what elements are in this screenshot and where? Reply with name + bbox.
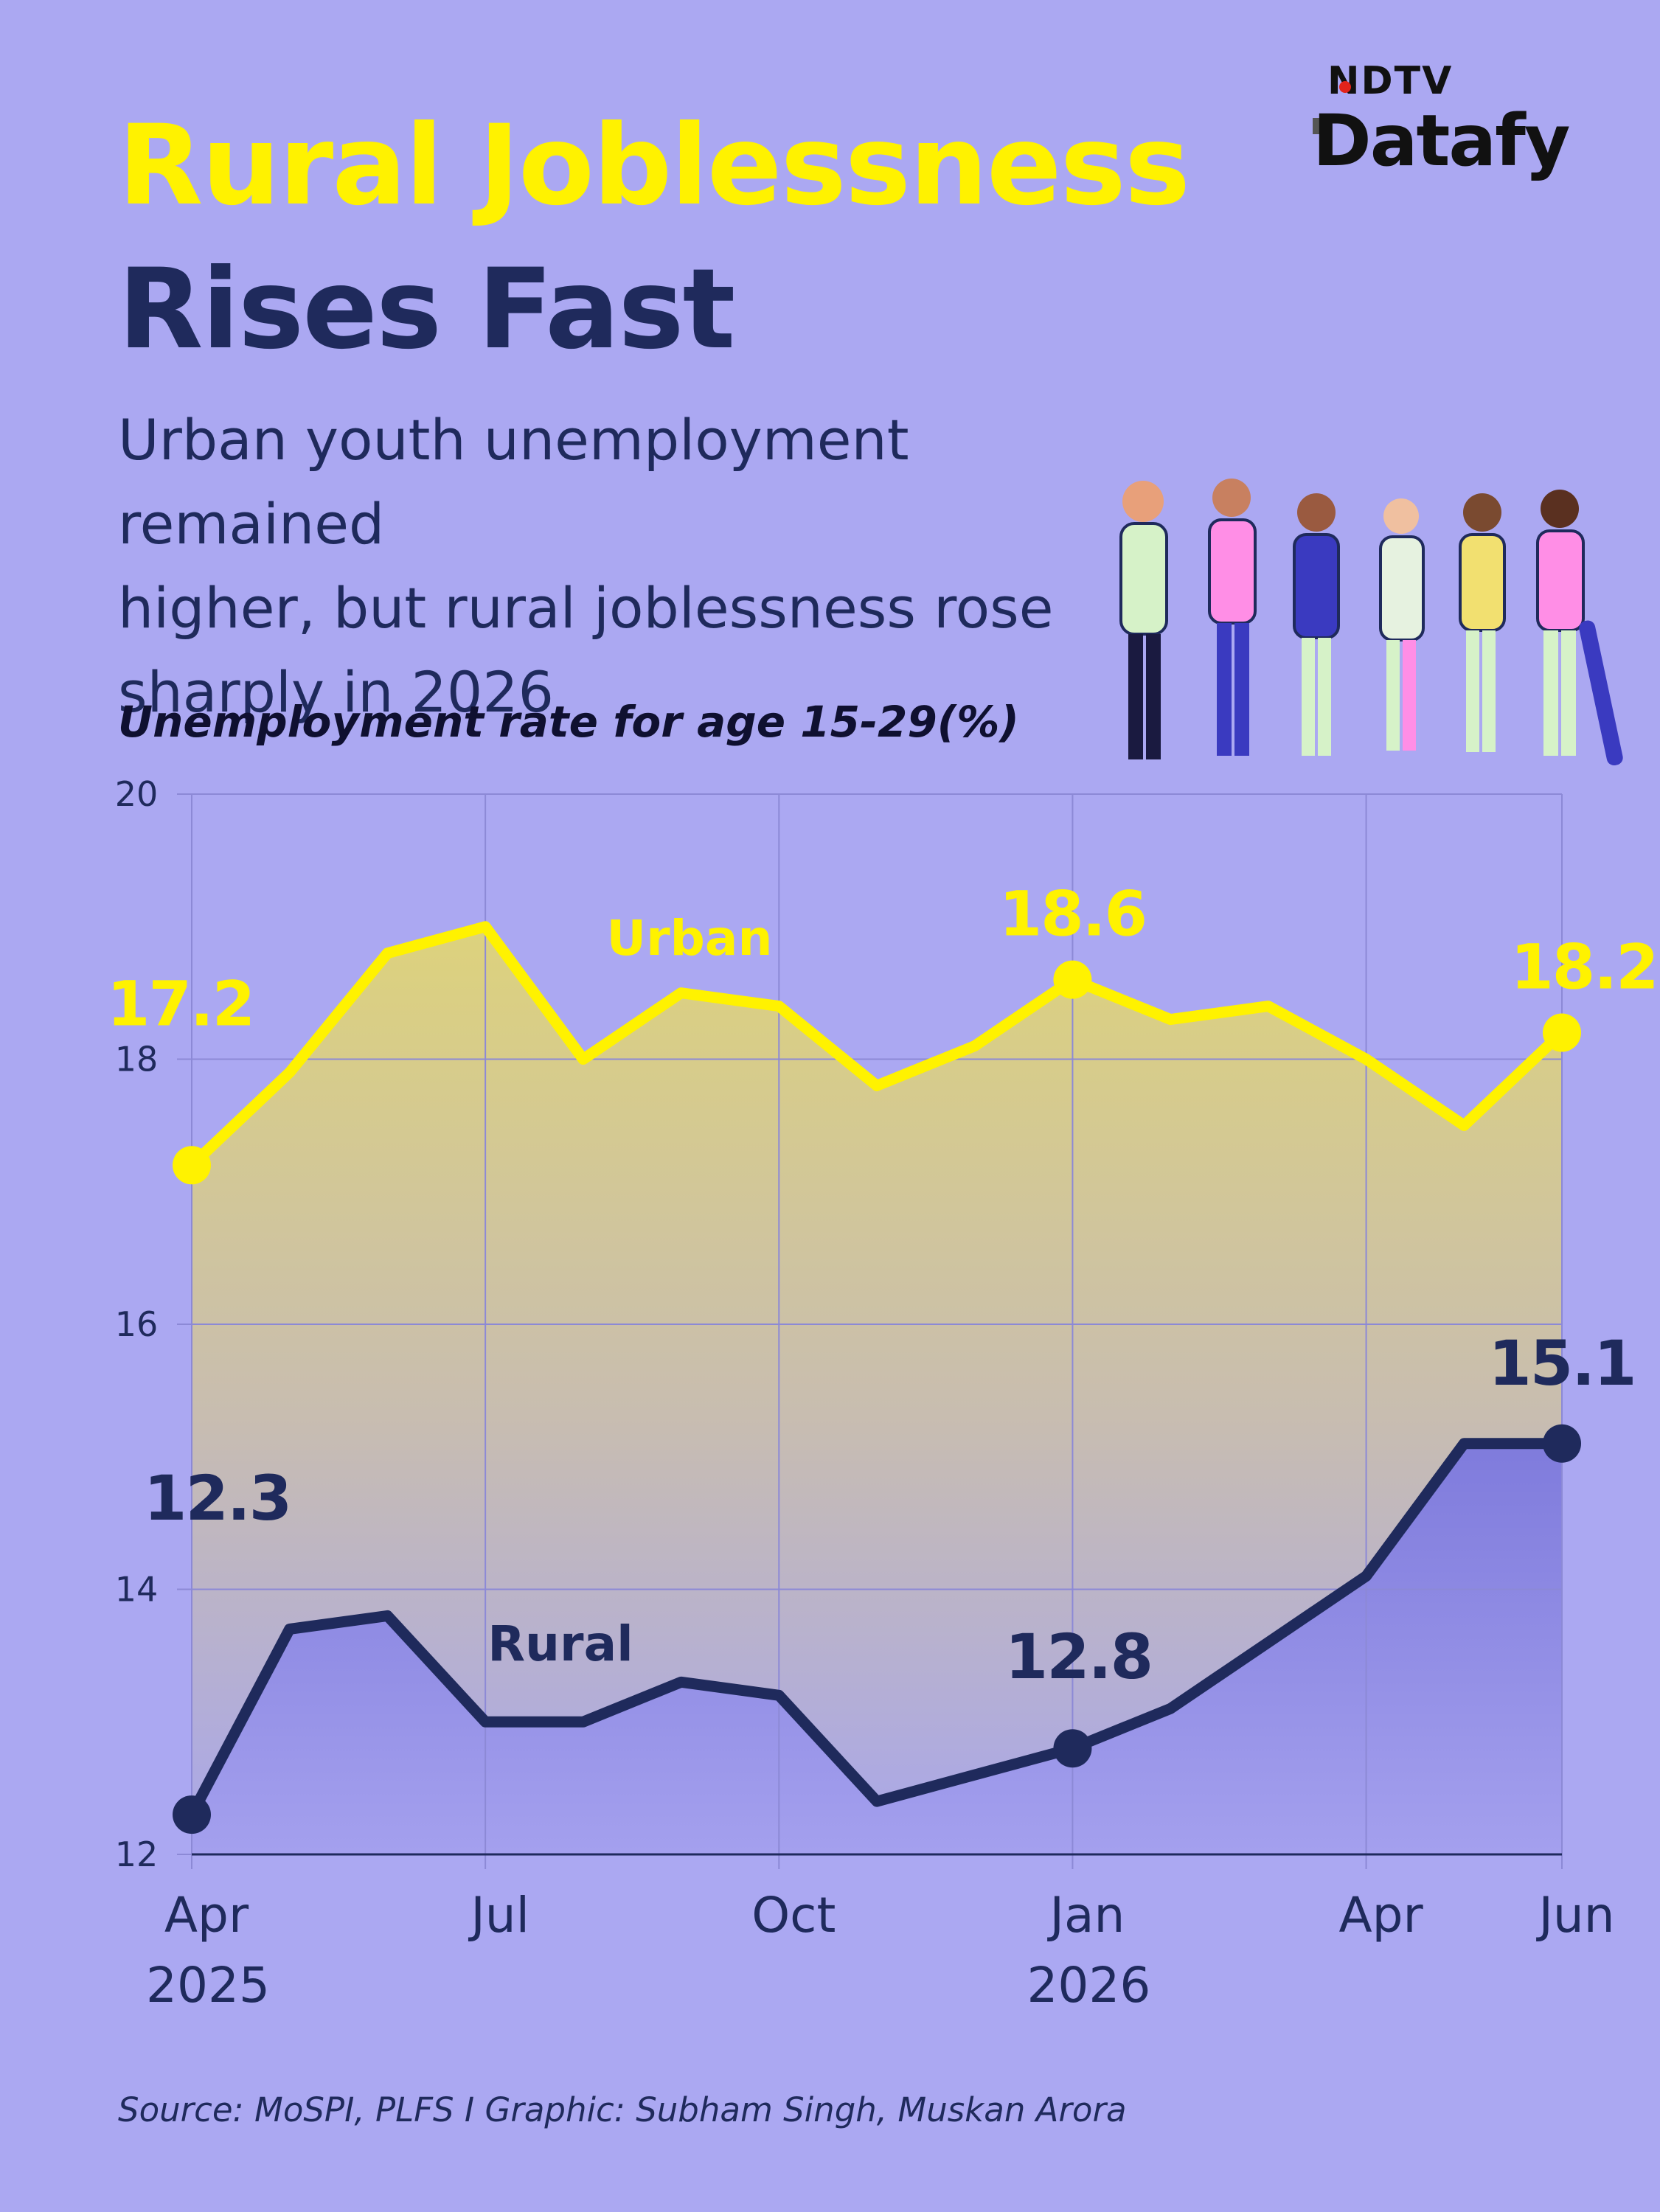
urban-marker-2026-01 bbox=[1053, 960, 1092, 999]
urban-series-label: Urban bbox=[607, 910, 773, 967]
subtitle: Urban youth unemployment remained higher… bbox=[118, 398, 1150, 734]
x-tick-label-2025-07: Jul bbox=[468, 1887, 529, 1944]
title-line-2: Rises Fast bbox=[118, 246, 735, 374]
rural-marker-2026-01 bbox=[1053, 1729, 1092, 1768]
x-tick-label-2026-04: Apr bbox=[1338, 1887, 1423, 1944]
x-tick-label-2026-06: Jun bbox=[1535, 1887, 1614, 1944]
person-2 bbox=[1208, 479, 1257, 756]
urban-data-label-2026-06: 18.2 bbox=[1510, 931, 1657, 1004]
rural-marker-2025-04 bbox=[173, 1795, 211, 1834]
y-tick-label-12: 12 bbox=[115, 1834, 159, 1874]
person-1 bbox=[1119, 481, 1168, 759]
person-4 bbox=[1379, 498, 1425, 751]
urban-data-label-2025-04: 17.2 bbox=[107, 967, 254, 1040]
brand-grey-square bbox=[1313, 118, 1329, 134]
urban-data-label-2026-01: 18.6 bbox=[999, 878, 1146, 950]
title-line-1: Rural Joblessness bbox=[118, 102, 1190, 230]
person-5 bbox=[1459, 493, 1506, 752]
rural-data-label-2025-04: 12.3 bbox=[144, 1462, 291, 1534]
x-tick-year-2026-01: 2026 bbox=[1027, 1957, 1150, 2014]
y-tick-label-14: 14 bbox=[115, 1570, 159, 1610]
urban-marker-2026-06 bbox=[1543, 1013, 1581, 1052]
y-tick-label-20: 20 bbox=[115, 774, 159, 814]
source-note: Source: MoSPI, PLFS I Graphic: Subham Si… bbox=[118, 2090, 1127, 2129]
x-tick-label-2025-10: Oct bbox=[751, 1887, 836, 1944]
brand-logo: NDTV Datafy bbox=[1313, 59, 1622, 184]
chart-title: Unemployment rate for age 15-29(%) bbox=[118, 697, 1019, 747]
x-tick-label-2025-04: Apr bbox=[164, 1887, 249, 1944]
rural-data-label-2026-06: 15.1 bbox=[1488, 1327, 1635, 1399]
rural-area bbox=[192, 1443, 1562, 1854]
rural-data-label-2026-01: 12.8 bbox=[1005, 1621, 1152, 1693]
person-6 bbox=[1536, 490, 1623, 766]
y-tick-label-18: 18 bbox=[115, 1040, 159, 1079]
rural-marker-2026-06 bbox=[1543, 1424, 1581, 1463]
subtitle-line-3: sharply in 2026 bbox=[118, 659, 554, 725]
subtitle-line-2: higher, but rural joblessness rose bbox=[118, 575, 1054, 641]
brand-top: NDTV bbox=[1327, 59, 1454, 103]
x-tick-label-2026-01: Jan bbox=[1047, 1887, 1125, 1944]
x-tick-year-2025-04: 2025 bbox=[146, 1957, 270, 2014]
urban-rural-gap-area bbox=[192, 926, 1562, 1815]
subtitle-line-1: Urban youth unemployment remained bbox=[118, 407, 909, 557]
urban-marker-2025-04 bbox=[173, 1146, 211, 1185]
brand-red-dot bbox=[1339, 81, 1351, 93]
brand-main: Datafy bbox=[1313, 100, 1570, 182]
y-tick-label-16: 16 bbox=[115, 1304, 159, 1344]
urban-line bbox=[186, 921, 1568, 1171]
rural-series-label: Rural bbox=[487, 1615, 633, 1672]
people-illustration bbox=[1119, 479, 1623, 766]
person-3 bbox=[1293, 493, 1340, 756]
rural-line bbox=[186, 1438, 1568, 1820]
